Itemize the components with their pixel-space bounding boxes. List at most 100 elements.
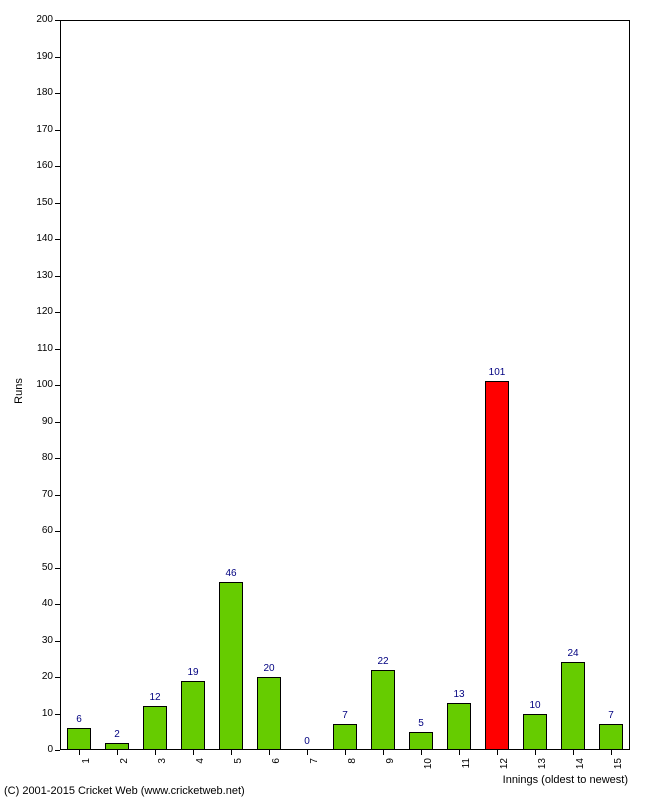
x-tick bbox=[345, 750, 346, 755]
y-tick-label: 10 bbox=[25, 708, 53, 719]
x-tick-label: 1 bbox=[81, 758, 92, 778]
y-tick-label: 90 bbox=[25, 416, 53, 427]
y-tick-label: 160 bbox=[25, 160, 53, 171]
x-tick bbox=[269, 750, 270, 755]
x-tick-label: 5 bbox=[233, 758, 244, 778]
x-tick bbox=[117, 750, 118, 755]
y-tick-label: 0 bbox=[25, 744, 53, 755]
x-tick bbox=[421, 750, 422, 755]
x-tick-label: 7 bbox=[309, 758, 320, 778]
x-tick-label: 3 bbox=[157, 758, 168, 778]
y-tick bbox=[55, 20, 60, 21]
y-axis-label: Runs bbox=[13, 378, 25, 404]
bar bbox=[561, 662, 585, 750]
y-tick-label: 60 bbox=[25, 525, 53, 536]
bar-value-label: 2 bbox=[114, 729, 120, 740]
y-tick bbox=[55, 750, 60, 751]
x-tick bbox=[231, 750, 232, 755]
bar bbox=[523, 714, 547, 751]
x-tick-label: 11 bbox=[461, 758, 472, 778]
x-tick-label: 12 bbox=[499, 758, 510, 778]
x-tick-label: 15 bbox=[613, 758, 624, 778]
y-tick-label: 120 bbox=[25, 306, 53, 317]
x-tick bbox=[383, 750, 384, 755]
bar-value-label: 5 bbox=[418, 718, 424, 729]
x-tick-label: 13 bbox=[537, 758, 548, 778]
y-tick-label: 170 bbox=[25, 124, 53, 135]
bar bbox=[143, 706, 167, 750]
x-tick bbox=[497, 750, 498, 755]
x-tick bbox=[611, 750, 612, 755]
y-tick-label: 100 bbox=[25, 379, 53, 390]
chart-container: Runs Innings (oldest to newest) (C) 2001… bbox=[0, 0, 650, 800]
bar-value-label: 10 bbox=[529, 700, 540, 711]
bar bbox=[371, 670, 395, 750]
y-tick-label: 110 bbox=[25, 343, 53, 354]
bar-value-label: 24 bbox=[567, 648, 578, 659]
bar bbox=[219, 582, 243, 750]
y-tick bbox=[55, 349, 60, 350]
bar-value-label: 13 bbox=[453, 689, 464, 700]
y-tick bbox=[55, 203, 60, 204]
bar bbox=[333, 724, 357, 750]
x-tick bbox=[79, 750, 80, 755]
x-tick bbox=[573, 750, 574, 755]
y-tick bbox=[55, 604, 60, 605]
y-tick bbox=[55, 422, 60, 423]
y-tick bbox=[55, 714, 60, 715]
y-tick-label: 200 bbox=[25, 14, 53, 25]
x-tick bbox=[307, 750, 308, 755]
y-tick-label: 40 bbox=[25, 598, 53, 609]
x-tick bbox=[155, 750, 156, 755]
y-tick-label: 140 bbox=[25, 233, 53, 244]
x-tick bbox=[459, 750, 460, 755]
y-tick bbox=[55, 239, 60, 240]
x-tick-label: 6 bbox=[271, 758, 282, 778]
plot-area bbox=[60, 20, 630, 750]
y-tick-label: 190 bbox=[25, 51, 53, 62]
y-tick bbox=[55, 312, 60, 313]
x-tick bbox=[193, 750, 194, 755]
bar-value-label: 0 bbox=[304, 736, 310, 747]
x-tick-label: 2 bbox=[119, 758, 130, 778]
y-tick bbox=[55, 166, 60, 167]
y-tick bbox=[55, 568, 60, 569]
y-tick bbox=[55, 641, 60, 642]
bar bbox=[485, 381, 509, 750]
bar-value-label: 19 bbox=[187, 667, 198, 678]
x-tick bbox=[535, 750, 536, 755]
bar bbox=[67, 728, 91, 750]
y-tick bbox=[55, 385, 60, 386]
y-tick-label: 80 bbox=[25, 452, 53, 463]
x-axis-label: Innings (oldest to newest) bbox=[503, 774, 628, 786]
y-tick bbox=[55, 495, 60, 496]
bar bbox=[599, 724, 623, 750]
bar-value-label: 101 bbox=[489, 367, 506, 378]
y-tick-label: 180 bbox=[25, 87, 53, 98]
bar-value-label: 7 bbox=[608, 710, 614, 721]
y-tick-label: 50 bbox=[25, 562, 53, 573]
bar-value-label: 22 bbox=[377, 656, 388, 667]
y-tick bbox=[55, 276, 60, 277]
y-tick-label: 20 bbox=[25, 671, 53, 682]
y-tick bbox=[55, 93, 60, 94]
bar bbox=[447, 703, 471, 750]
y-tick-label: 30 bbox=[25, 635, 53, 646]
y-tick bbox=[55, 57, 60, 58]
bar bbox=[409, 732, 433, 750]
x-tick-label: 4 bbox=[195, 758, 206, 778]
x-tick-label: 14 bbox=[575, 758, 586, 778]
x-tick-label: 10 bbox=[423, 758, 434, 778]
bar bbox=[181, 681, 205, 750]
bar bbox=[105, 743, 129, 750]
y-tick-label: 70 bbox=[25, 489, 53, 500]
x-tick-label: 8 bbox=[347, 758, 358, 778]
bar-value-label: 46 bbox=[225, 568, 236, 579]
y-tick bbox=[55, 458, 60, 459]
bar bbox=[257, 677, 281, 750]
x-tick-label: 9 bbox=[385, 758, 396, 778]
y-tick bbox=[55, 130, 60, 131]
bar-value-label: 20 bbox=[263, 663, 274, 674]
y-tick-label: 150 bbox=[25, 197, 53, 208]
y-tick bbox=[55, 677, 60, 678]
